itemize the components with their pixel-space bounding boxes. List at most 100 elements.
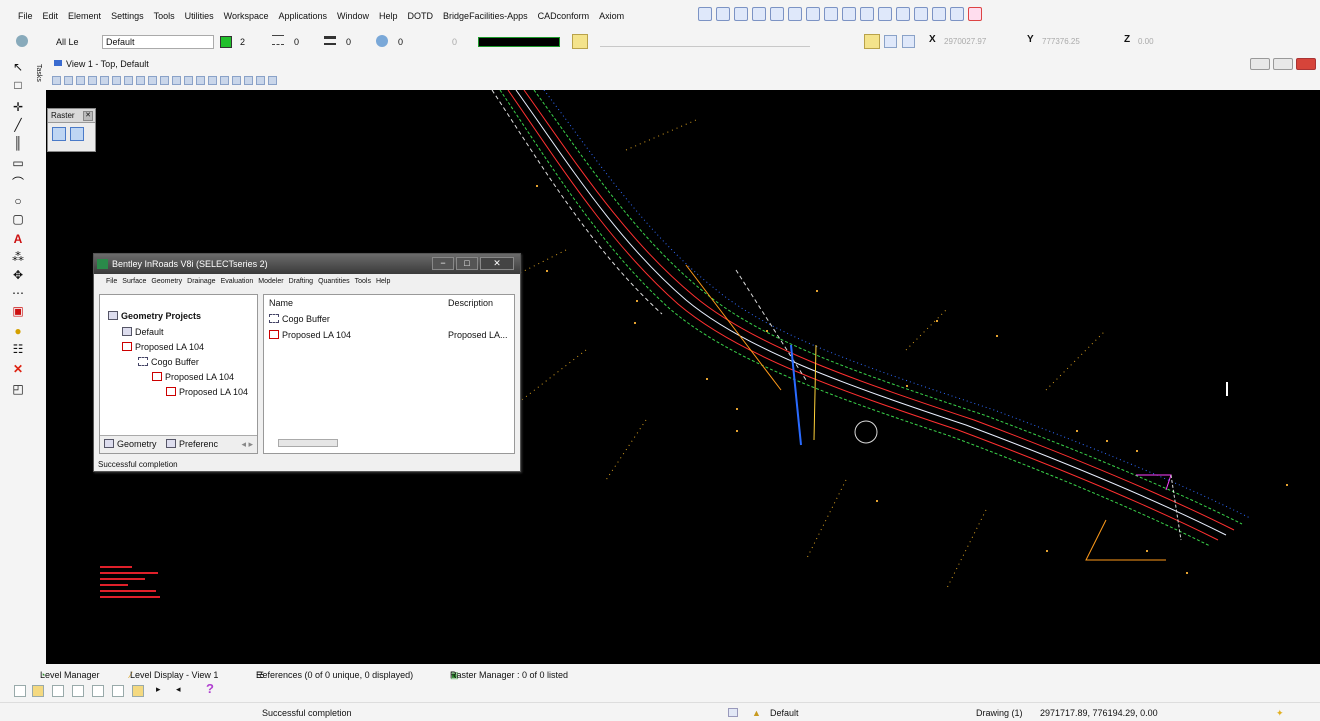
delete-icon[interactable]: ✕	[12, 362, 24, 376]
view-fit-icon[interactable]	[124, 76, 133, 85]
select-arrow-icon[interactable]: ↖	[12, 60, 24, 74]
menu-tools[interactable]: Tools	[153, 11, 175, 21]
text-icon[interactable]: A	[13, 232, 23, 246]
analyze-icon[interactable]	[896, 7, 910, 21]
view-camera-icon[interactable]	[208, 76, 217, 85]
fit-view-icon[interactable]	[770, 7, 784, 21]
view-minimize-button[interactable]	[1250, 58, 1270, 70]
color-value[interactable]: 2	[240, 37, 246, 47]
menu-applications[interactable]: Applications	[278, 11, 328, 21]
snap-settings-icon[interactable]	[902, 35, 915, 48]
tab-scroll-arrows[interactable]: ◂ ▸	[241, 439, 253, 449]
arc-icon[interactable]: ⌒	[11, 176, 24, 190]
menu-dotd[interactable]: DOTD	[407, 11, 434, 21]
priority-value[interactable]: 0	[452, 37, 458, 47]
status-model[interactable]: Drawing (1)	[976, 708, 1023, 718]
print-icon[interactable]	[72, 685, 84, 697]
view-clip-volume-icon[interactable]	[196, 76, 205, 85]
active-view-icon[interactable]	[16, 35, 28, 47]
list-horizontal-scrollbar[interactable]	[278, 439, 338, 447]
window-area-icon[interactable]	[752, 7, 766, 21]
view-previous-icon[interactable]	[824, 7, 838, 21]
grid-icon[interactable]	[932, 7, 946, 21]
view-rotate-icon[interactable]	[136, 76, 145, 85]
menu-element[interactable]: Element	[68, 11, 102, 21]
copy-clipboard-icon[interactable]	[112, 685, 124, 697]
view-previous-icon[interactable]	[160, 76, 169, 85]
menu-workspace[interactable]: Workspace	[223, 11, 269, 21]
tab-preferences[interactable]: Preferenc	[166, 436, 218, 453]
inroads-menu-evaluation[interactable]: Evaluation	[220, 278, 254, 285]
zoom-in-icon[interactable]	[716, 7, 730, 21]
view-next-icon[interactable]	[842, 7, 856, 21]
tree-item-alignment-proposed-la-104[interactable]: Proposed LA 104	[152, 372, 234, 382]
view-render-icon[interactable]	[220, 76, 229, 85]
inroads-menu-tools[interactable]: Tools	[354, 278, 371, 285]
view-attributes-icon[interactable]	[52, 76, 61, 85]
key-in-icon[interactable]	[914, 7, 928, 21]
view-3d-icon[interactable]	[256, 76, 265, 85]
view-window-area-icon[interactable]	[112, 76, 121, 85]
tree-root-geometry-projects[interactable]: Geometry Projects	[108, 311, 201, 321]
view-walk-icon[interactable]	[232, 76, 241, 85]
cell-icon[interactable]: ⁂	[12, 250, 24, 264]
element-info-icon[interactable]	[860, 7, 874, 21]
inroads-menu-modeler[interactable]: Modeler	[258, 278, 284, 285]
y-coordinate-field[interactable]: 777376.25	[1042, 37, 1080, 46]
menu-axiom[interactable]: Axiom	[599, 11, 625, 21]
inroads-menu-drafting[interactable]: Drafting	[288, 278, 314, 285]
view-fly-icon[interactable]	[244, 76, 253, 85]
inroads-menu-geometry[interactable]: Geometry	[151, 278, 183, 285]
open-file-icon[interactable]	[32, 685, 44, 697]
tree-item-default[interactable]: Default	[122, 327, 164, 337]
paste-icon[interactable]	[132, 685, 144, 697]
view-next-icon[interactable]	[172, 76, 181, 85]
accudraw-icon[interactable]	[572, 34, 588, 49]
inroads-menu-surface[interactable]: Surface	[122, 278, 147, 285]
snap-toolbar[interactable]	[600, 37, 810, 47]
menu-window[interactable]: Window	[337, 11, 370, 21]
view-display-style-icon[interactable]	[64, 76, 73, 85]
inroads-menu-quantities[interactable]: Quantities	[318, 278, 350, 285]
group-icon[interactable]: ☷	[12, 342, 24, 356]
tree-item-cogo-buffer[interactable]: Cogo Buffer	[138, 357, 199, 367]
x-coordinate-field[interactable]: 2970027.97	[944, 37, 987, 46]
cancel-icon[interactable]	[968, 7, 982, 21]
view-toggle-icon[interactable]	[268, 76, 277, 85]
line-style-value[interactable]: 0	[294, 37, 300, 47]
level-lock-icon[interactable]: ▲	[752, 708, 761, 718]
menu-bridgefacilities-apps[interactable]: BridgeFacilities-Apps	[443, 11, 528, 21]
inroads-minimize-button[interactable]: −	[432, 257, 454, 270]
menu-utilities[interactable]: Utilities	[184, 11, 214, 21]
inroads-maximize-button[interactable]: □	[456, 257, 478, 270]
status-active-level[interactable]: Default	[770, 708, 799, 718]
new-file-icon[interactable]	[14, 685, 26, 697]
inroads-menu-help[interactable]: Help	[375, 278, 391, 285]
fill-icon[interactable]: ●	[14, 324, 22, 338]
fence-icon[interactable]: □	[14, 78, 22, 92]
tree-item-proposed-la-104[interactable]: Proposed LA 104	[122, 342, 204, 352]
view-icon[interactable]: ◰	[12, 382, 24, 396]
circle-icon[interactable]: ○	[14, 194, 22, 208]
accusnap-icon[interactable]	[864, 34, 880, 49]
move-icon[interactable]: ✥	[12, 268, 24, 282]
active-level-dropdown[interactable]: Default	[102, 35, 214, 49]
measure-icon[interactable]: ║	[13, 136, 23, 150]
undo-icon[interactable]: ▸	[156, 684, 161, 694]
view-copy-icon[interactable]	[184, 76, 193, 85]
inroads-title-bar[interactable]: Bentley InRoads V8i (SELECTseries 2) − □…	[94, 254, 520, 274]
polygon-icon[interactable]: ▢	[12, 212, 24, 226]
help-icon[interactable]: ?	[206, 681, 214, 696]
z-coordinate-field[interactable]: 0.00	[1138, 37, 1154, 46]
list-row-proposed-la-104[interactable]: Proposed LA 104	[269, 330, 351, 340]
tab-geometry[interactable]: Geometry	[104, 436, 157, 453]
view-zoom-out-icon[interactable]	[100, 76, 109, 85]
color-swatch[interactable]	[220, 36, 232, 48]
place-point-icon[interactable]: ✛	[12, 100, 24, 114]
menu-help[interactable]: Help	[379, 11, 398, 21]
column-description[interactable]: Description	[448, 298, 494, 308]
status-lock-icon[interactable]	[728, 708, 738, 717]
measure-distance-icon[interactable]	[878, 7, 892, 21]
view-zoom-in-icon[interactable]	[88, 76, 97, 85]
view-pan-icon[interactable]	[148, 76, 157, 85]
